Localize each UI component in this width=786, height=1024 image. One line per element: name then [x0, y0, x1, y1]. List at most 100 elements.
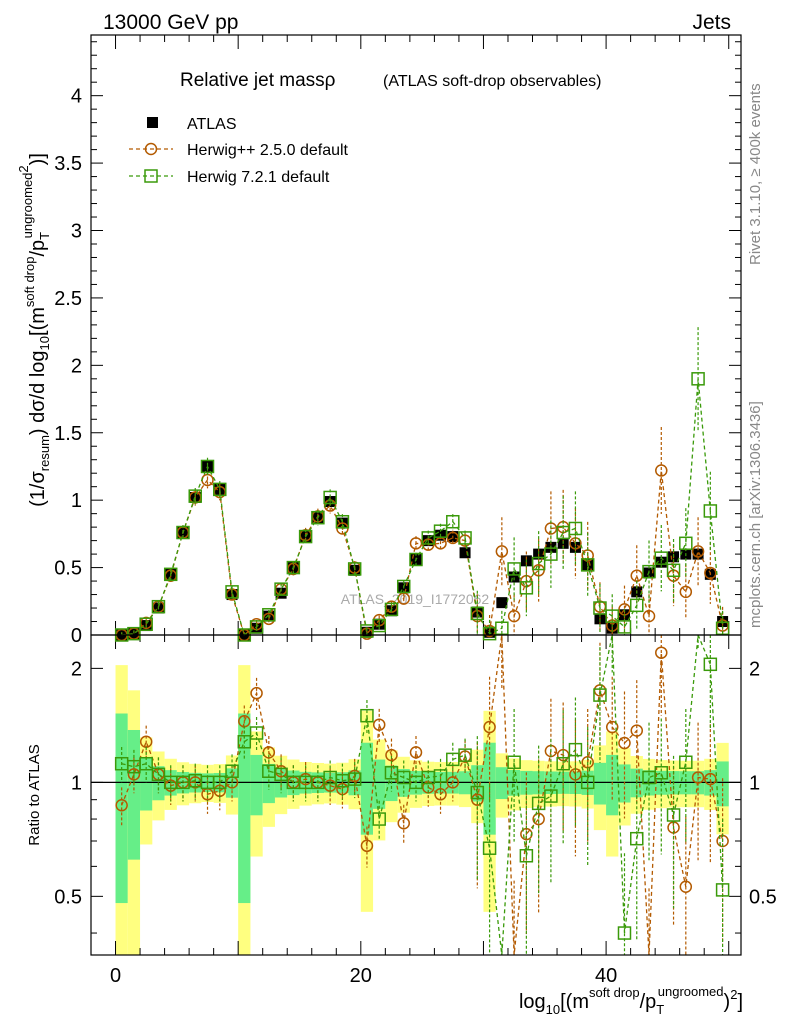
herwigpp-main-point [409, 537, 423, 550]
atlas-data-point [496, 597, 508, 609]
main-y-tick-label: 2.5 [54, 288, 82, 310]
herwig7-main-point [188, 489, 202, 503]
x-axis-label: log10[(msoft drop/pTungroomed)2] [519, 984, 743, 1017]
herwigpp-ratio-point [704, 772, 717, 786]
herwig7-ratio-point [666, 808, 681, 822]
herwigpp-ratio-point [605, 720, 619, 734]
herwig7-ratio-point [531, 796, 546, 811]
herwig7-ratio-point [482, 841, 497, 855]
herwig7-ratio-point [507, 755, 521, 770]
herwigpp-main-point [630, 569, 644, 582]
herwig7-ratio-point [274, 767, 288, 782]
band-inner [606, 754, 619, 816]
herwig7-main-point [347, 562, 362, 576]
band-inner [360, 742, 374, 835]
herwig7-main-point [323, 490, 337, 505]
herwigpp-ratio-point [691, 771, 705, 784]
band-inner [495, 767, 508, 800]
ratio-y-tick-label-right: 2 [749, 658, 760, 680]
herwigpp-ratio-point [483, 720, 496, 734]
herwigpp-ratio-point [250, 686, 263, 700]
herwig7-ratio-point [237, 735, 252, 749]
main-panel-ticks: 0 0.5 1 1.5 2 2.5 3 3.5 4 [54, 41, 741, 647]
herwig7-main-point [519, 581, 534, 595]
chart-title-text: Relative jet mass [180, 70, 325, 91]
atlas-data-point [422, 535, 434, 547]
band-inner [250, 754, 263, 816]
herwig7-main-series-line [121, 378, 724, 637]
herwig7-main-point [458, 531, 472, 545]
ratio-y-tick-label: 0.5 [54, 886, 82, 908]
herwigpp-main-point [642, 609, 656, 623]
herwig7-main-point [200, 459, 215, 474]
herwig7-main-point [593, 601, 607, 615]
band-inner [140, 758, 153, 811]
herwig7-ratio-point [568, 742, 583, 757]
herwigpp-main-point [679, 585, 693, 599]
band-inner [262, 763, 275, 804]
herwigpp-main-point [691, 545, 705, 558]
rivet-version-label: Rivet 3.1.10, ≥ 400k events [747, 83, 764, 265]
herwigpp-ratio-point [630, 724, 644, 737]
herwigpp-main-point [507, 609, 521, 623]
herwig7-ratio-point [347, 772, 362, 786]
x-tick-label: 0 [110, 965, 121, 987]
herwig7-ratio-point [617, 926, 632, 940]
atlas-data-point [508, 571, 520, 583]
herwigpp-main-point [704, 566, 717, 580]
legend-marker-herwig7 [144, 169, 158, 183]
process-label: Jets [692, 11, 731, 34]
herwig7-main-point [568, 521, 583, 536]
herwig7-ratio-point [630, 831, 644, 846]
source-label: mcplots.cern.ch [arXiv:1306.3436] [747, 401, 764, 628]
herwig7-ratio-point [139, 756, 153, 771]
main-y-tick-label: 3.5 [54, 153, 82, 175]
herwig7-main-point [127, 626, 141, 641]
herwigpp-ratio-point [409, 746, 423, 759]
herwig7-main-point [311, 510, 325, 525]
herwigpp-ratio-point [618, 736, 631, 750]
main-y-axis-label: (1/σresum) dσ/d log10[(msoft drop/pTungr… [16, 153, 52, 507]
legend-label-herwigpp: Herwig++ 2.5.0 default [187, 142, 349, 159]
atlas-data-point [128, 628, 140, 640]
herwig7-main-point [298, 529, 313, 544]
herwigpp-main-point [397, 592, 410, 605]
herwig7-main-point [225, 585, 239, 599]
herwig7-main-point [544, 547, 558, 561]
herwigpp-main-point [434, 537, 447, 550]
main-y-tick-label: 1.5 [54, 423, 82, 445]
main-y-tick-label: 2 [71, 355, 82, 377]
herwig7-ratio-point [703, 657, 718, 672]
herwig7-ratio-point [544, 789, 558, 803]
herwig7-main-point [139, 617, 153, 631]
ratio-panel-series [114, 634, 730, 956]
herwig7-main-point [630, 598, 644, 613]
ratio-y-axis-label: Ratio to ATLAS [26, 744, 43, 845]
herwig7-main-point [691, 372, 705, 386]
energy-label: 13000 GeV pp [103, 11, 238, 34]
herwigpp-main-point [262, 612, 276, 626]
herwig7-main-point [470, 606, 485, 621]
herwig7-ratio-point [715, 883, 730, 897]
herwig7-main-point [617, 620, 632, 634]
herwig7-ratio-point [433, 769, 448, 783]
herwig7-main-point [163, 567, 178, 582]
herwig7-ratio-point [249, 726, 264, 740]
herwig7-main-point [274, 582, 288, 596]
herwig7-main-point [335, 514, 350, 529]
herwig7-ratio-point [593, 688, 607, 702]
herwig7-main-point [446, 514, 460, 529]
ratio-y-tick-label-right: 1 [749, 772, 760, 794]
legend-label-atlas: ATLAS [187, 116, 237, 133]
herwig7-ratio-point [580, 775, 595, 790]
band-inner [238, 713, 251, 904]
herwig7-main-point [409, 552, 423, 567]
atlas-data-point [275, 587, 287, 599]
chart-subtitle: (ATLAS soft-drop observables) [383, 73, 601, 90]
herwig7-ratio-point [556, 756, 570, 771]
herwig7-ratio-point [151, 767, 166, 782]
herwig7-main-point [249, 620, 264, 634]
main-y-tick-label: 0.5 [54, 558, 82, 580]
herwigpp-main-point [446, 531, 460, 545]
herwig7-main-point [642, 564, 656, 579]
